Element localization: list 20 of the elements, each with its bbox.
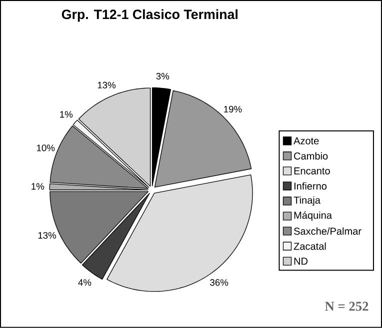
legend-label: ND [294, 258, 308, 265]
data-label: 1% [32, 183, 44, 190]
legend-label: Cambio [294, 152, 328, 160]
data-label: 13% [98, 82, 116, 88]
data-label: 10% [36, 144, 55, 152]
legend-label: Saxche/Palmar [294, 228, 362, 235]
legend-label: Infierno [294, 182, 327, 190]
data-label: 4% [78, 279, 92, 286]
legend-label: Máquina [294, 211, 332, 221]
data-label: 1% [60, 111, 73, 118]
data-label: 36% [210, 279, 228, 286]
legend-label: Tinaja [294, 196, 320, 206]
text: N = 252 [325, 302, 368, 311]
legend-label: Zacatal [294, 242, 326, 250]
legend-label: Encanto [294, 168, 330, 175]
data-label: 3% [156, 72, 170, 80]
legend-label: Azote [294, 137, 319, 144]
data-label: 13% [38, 232, 56, 239]
chart-title: Grp. T12-1 Clasico Terminal [62, 9, 238, 22]
data-label: 19% [224, 106, 242, 113]
